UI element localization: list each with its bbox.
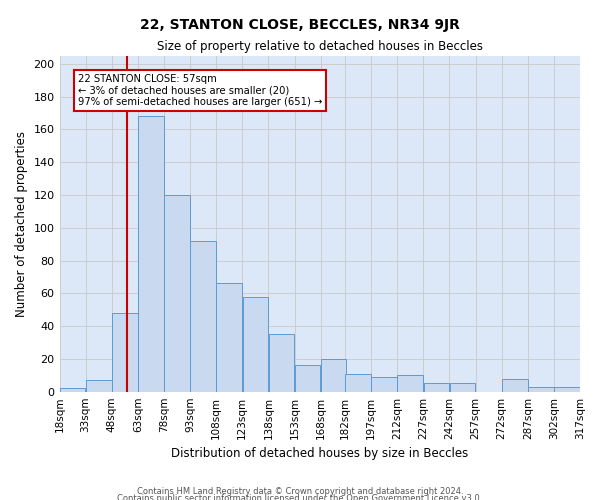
Bar [345,374,371,392]
Bar [242,296,268,392]
Bar [86,380,112,392]
Bar [138,116,164,392]
Bar [112,313,137,392]
Text: 22 STANTON CLOSE: 57sqm
← 3% of detached houses are smaller (20)
97% of semi-det: 22 STANTON CLOSE: 57sqm ← 3% of detached… [78,74,322,107]
Bar [321,359,346,392]
Bar [450,384,475,392]
Bar [554,387,580,392]
Bar [269,334,294,392]
Bar [397,376,423,392]
Bar [424,384,449,392]
Bar [217,284,242,392]
Y-axis label: Number of detached properties: Number of detached properties [15,130,28,316]
Bar [295,366,320,392]
Text: 22, STANTON CLOSE, BECCLES, NR34 9JR: 22, STANTON CLOSE, BECCLES, NR34 9JR [140,18,460,32]
Bar [164,195,190,392]
Bar [190,241,216,392]
Bar [371,377,397,392]
Bar [528,387,554,392]
Bar [502,378,527,392]
Bar [60,388,85,392]
Title: Size of property relative to detached houses in Beccles: Size of property relative to detached ho… [157,40,483,53]
Text: Contains public sector information licensed under the Open Government Licence v3: Contains public sector information licen… [118,494,482,500]
Text: Contains HM Land Registry data © Crown copyright and database right 2024.: Contains HM Land Registry data © Crown c… [137,487,463,496]
X-axis label: Distribution of detached houses by size in Beccles: Distribution of detached houses by size … [171,447,469,460]
